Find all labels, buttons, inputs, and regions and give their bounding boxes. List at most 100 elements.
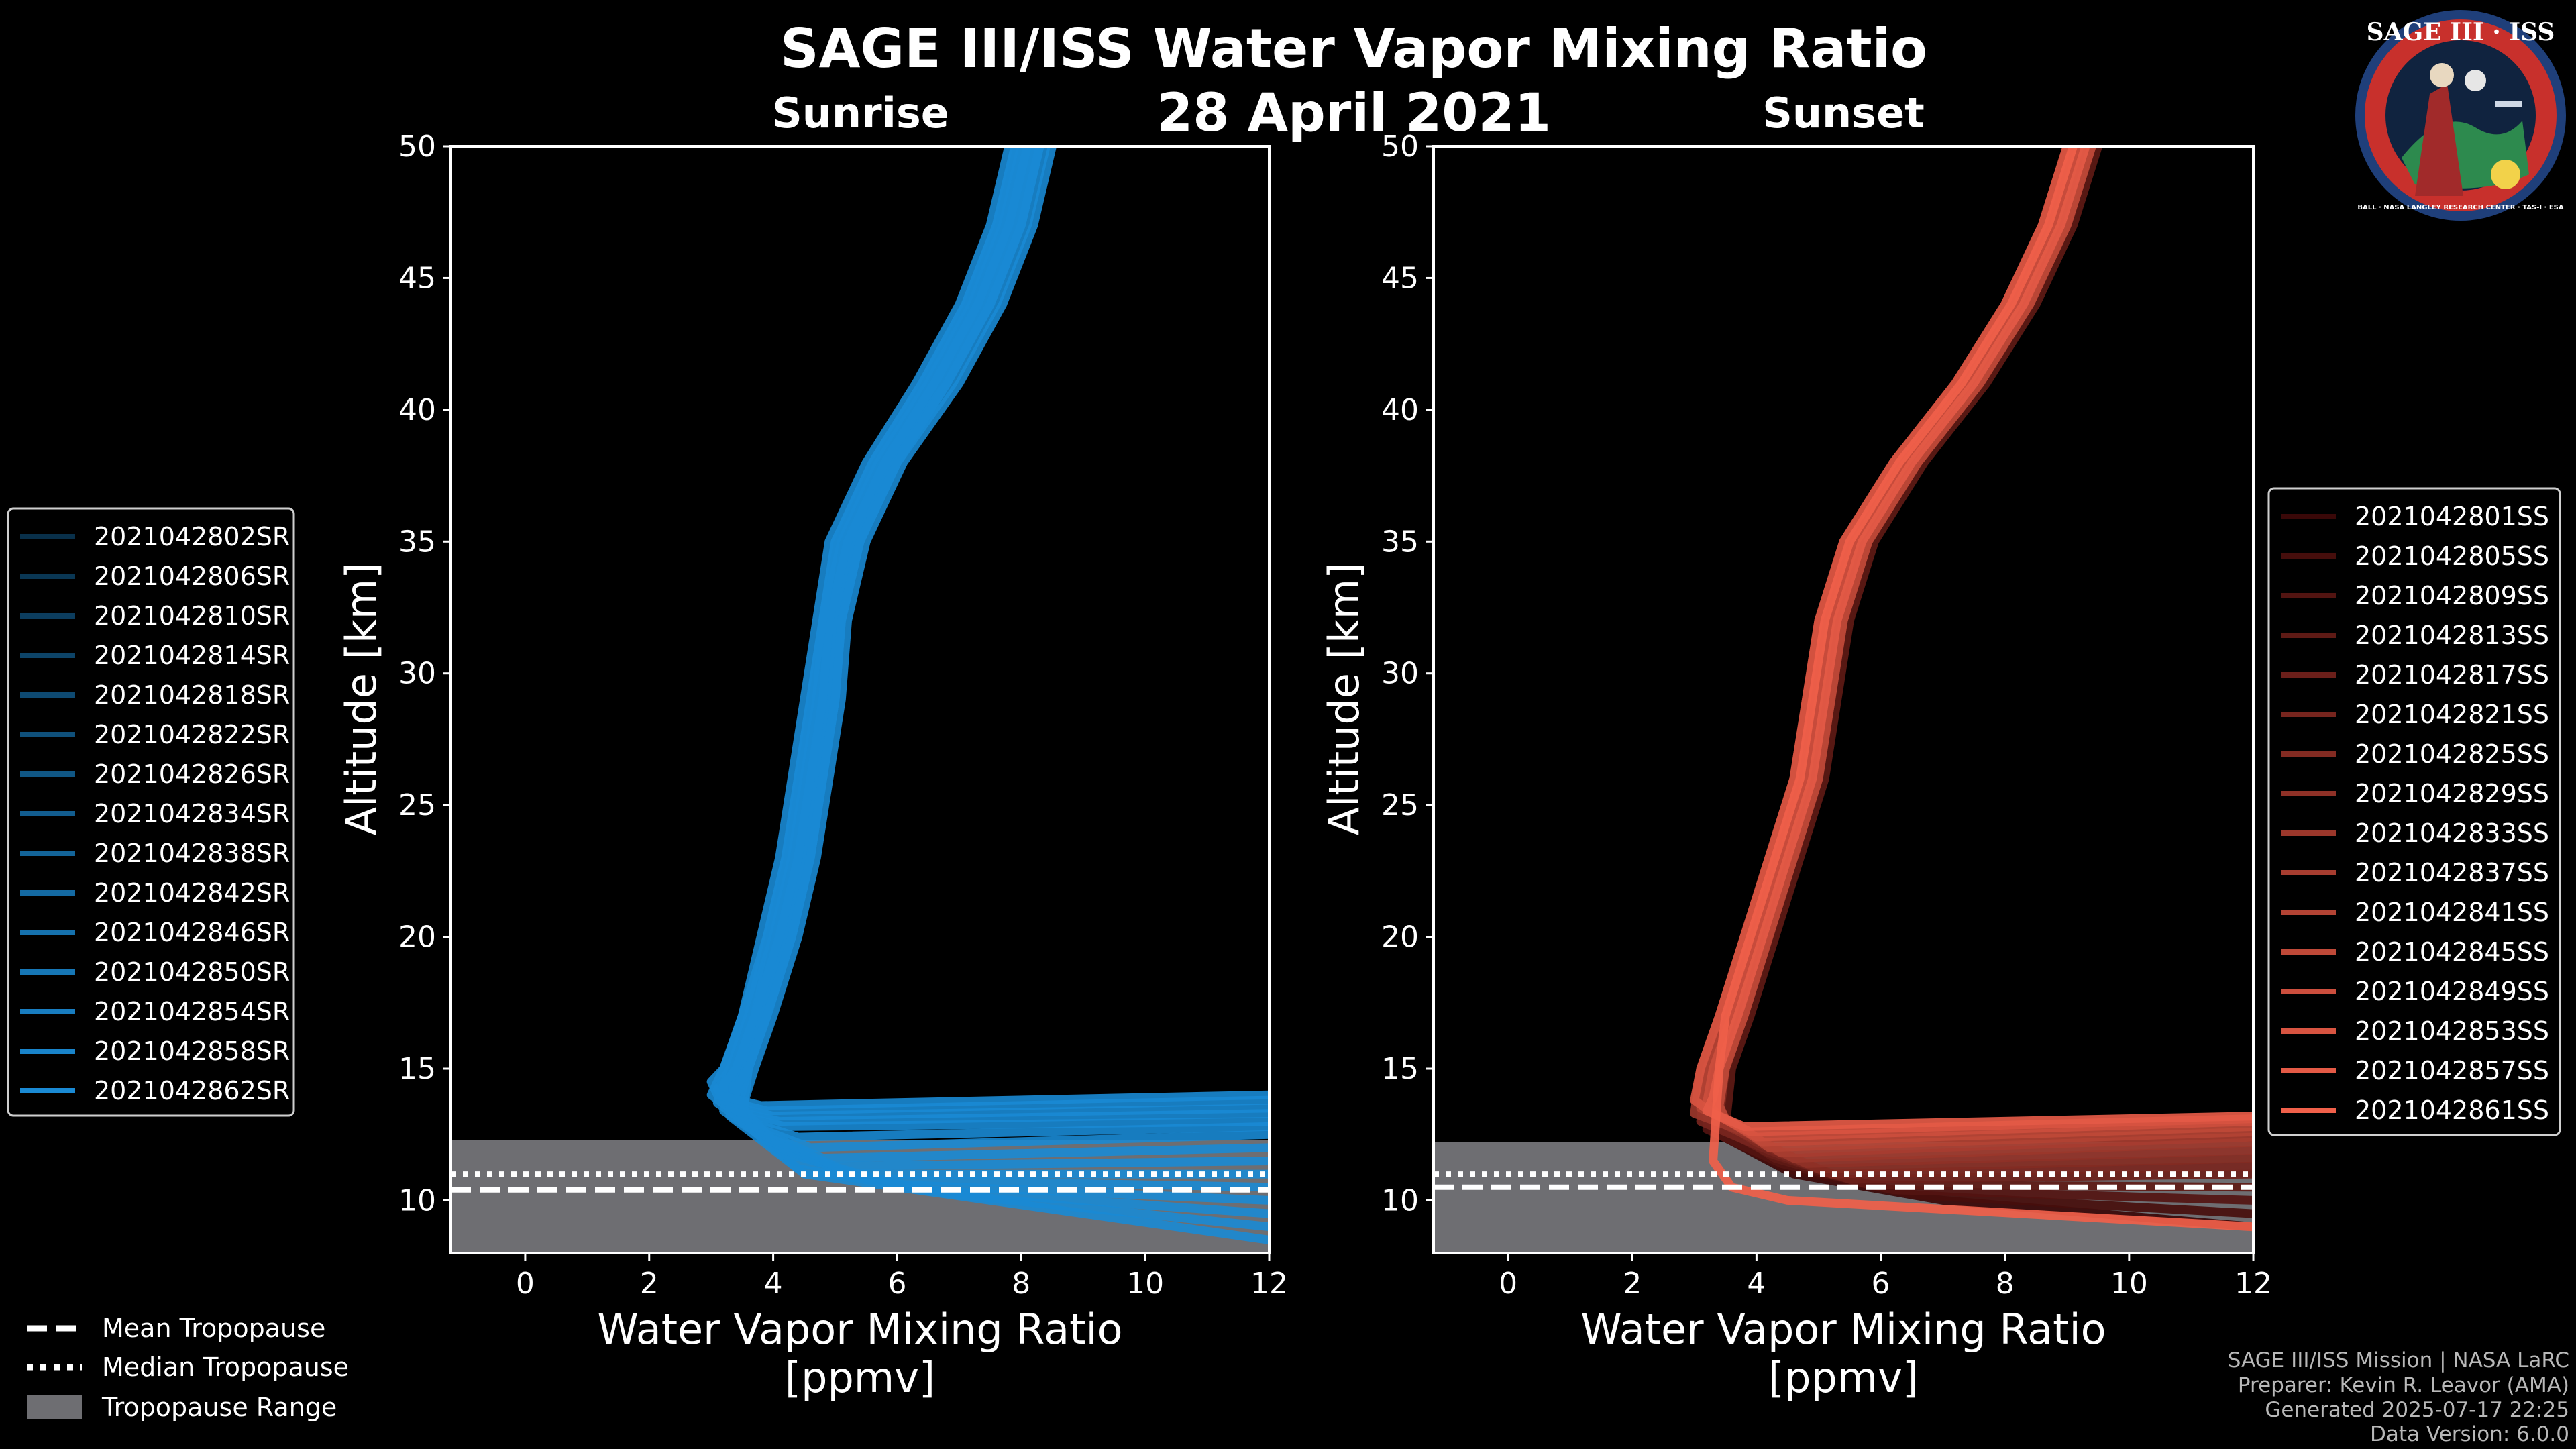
series-line	[1715, 146, 2253, 1147]
sunset-axes: 0 2 4 6 8 10 12 10 15 20 25 30 35 40 45 50	[1381, 129, 2272, 1301]
legend-label: 2021042837SS	[2355, 858, 2549, 888]
sunset-panel: Sunset 0 2 4 6 8 10 12 10 15 20 25 30 35 40 45 50 Altit…	[1320, 89, 2272, 1402]
series-line	[1709, 146, 2253, 1232]
y-tick-label: 15	[398, 1052, 436, 1086]
sunrise-panel: Sunrise 0 2 4 6 8 10 12 10 15 20 25 30 35 40 45 50 Alti…	[337, 89, 1288, 1402]
legend-label: 2021042842SR	[94, 878, 290, 908]
legend-label: 2021042853SS	[2355, 1016, 2549, 1046]
y-tick-label: 10	[398, 1183, 436, 1218]
legend-label: 2021042841SS	[2355, 898, 2549, 927]
x-tick-label: 8	[1996, 1267, 2015, 1301]
logo-text: SAGE III · ISS	[2367, 18, 2555, 46]
legend-label: 2021042850SR	[94, 957, 290, 987]
legend-label: 2021042849SS	[2355, 977, 2549, 1006]
legend-label: 2021042805SS	[2355, 541, 2549, 571]
legend-label: 2021042862SR	[94, 1076, 290, 1106]
x-tick-label: 2	[1623, 1267, 1642, 1301]
y-tick-label: 30	[398, 657, 436, 691]
y-tick-label: 30	[1381, 657, 1419, 691]
y-tick-label: 20	[1381, 920, 1419, 955]
y-tick-label: 25	[398, 788, 436, 822]
x-tick-label: 2	[640, 1267, 659, 1301]
legend-label: 2021042817SS	[2355, 660, 2549, 690]
y-tick-label: 50	[1381, 129, 1419, 164]
mean-tropopause-label: Mean Tropopause	[102, 1313, 325, 1343]
tropopause-range-label: Tropopause Range	[101, 1393, 337, 1422]
median-tropopause-label: Median Tropopause	[102, 1352, 349, 1382]
legend-label: 2021042834SR	[94, 799, 290, 828]
chart-date: 28 April 2021	[1157, 83, 1551, 144]
legend-label: 2021042814SR	[94, 641, 290, 670]
series-line	[719, 146, 1269, 1116]
sunrise-legend: 2021042802SR 2021042806SR 2021042810SR 2021…	[7, 507, 295, 1117]
legend-label: 2021042826SR	[94, 759, 290, 789]
y-tick-label: 40	[398, 393, 436, 427]
tropopause-range-swatch	[27, 1395, 82, 1419]
plot-frame	[1432, 145, 2255, 1254]
y-tick-label: 20	[398, 920, 436, 955]
credit-line: Preparer: Kevin R. Leavor (AMA)	[2238, 1373, 2569, 1397]
legend-frame	[2267, 487, 2561, 1136]
legend-label: 2021042845SS	[2355, 937, 2549, 967]
series-line	[1690, 146, 2253, 1136]
series-line	[1702, 146, 2253, 1131]
y-tick-label: 40	[1381, 393, 1419, 427]
sunrise-title: Sunrise	[772, 89, 949, 138]
y-tick-label: 35	[1381, 525, 1419, 559]
logo-ring-text: BALL · NASA LANGLEY RESEARCH CENTER · TA…	[2357, 204, 2564, 211]
credit-line: Generated 2025-07-17 22:25	[2265, 1398, 2569, 1422]
y-tick-label: 15	[1381, 1052, 1419, 1086]
sage-iii-iss-logo: SAGE III · ISS BALL · NASA LANGLEY RESEA…	[2355, 10, 2566, 221]
legend-label: 2021042802SR	[94, 522, 290, 551]
credit-line: Data Version: 6.0.0	[2370, 1422, 2569, 1446]
x-tick-label: 8	[1012, 1267, 1030, 1301]
sunset-title: Sunset	[1762, 89, 1925, 138]
x-tick-label: 10	[1126, 1267, 1164, 1301]
plot-frame	[449, 145, 1271, 1254]
sunset-plot-area	[1434, 146, 2253, 1253]
series-line	[706, 146, 1269, 1110]
x-tick-label: 0	[516, 1267, 535, 1301]
legend-label: 2021042829SS	[2355, 779, 2549, 808]
x-tick-label: 12	[2235, 1267, 2272, 1301]
x-tick-label: 6	[888, 1267, 906, 1301]
legend-frame	[7, 507, 295, 1117]
legend-label: 2021042825SS	[2355, 739, 2549, 769]
legend-label: 2021042833SS	[2355, 818, 2549, 848]
series-line	[725, 146, 1269, 1121]
legend-label: 2021042821SS	[2355, 700, 2549, 729]
legend-label: 2021042854SR	[94, 997, 290, 1026]
credit-line: SAGE III/ISS Mission | NASA LaRC	[2228, 1348, 2569, 1373]
sunrise-xlabel: Water Vapor Mixing Ratio [ppmv]	[597, 1305, 1122, 1402]
x-tick-label: 12	[1250, 1267, 1288, 1301]
x-tick-label: 4	[1747, 1267, 1766, 1301]
sunrise-ylabel: Altitude [km]	[337, 563, 386, 836]
tropopause-legend: Mean Tropopause Median Tropopause Tropop…	[27, 1313, 349, 1422]
x-tick-label: 10	[2110, 1267, 2148, 1301]
legend-label: 2021042857SS	[2355, 1056, 2549, 1085]
legend-label: 2021042818SR	[94, 680, 290, 710]
legend-label: 2021042838SR	[94, 839, 290, 868]
y-tick-label: 45	[1381, 261, 1419, 295]
credits: SAGE III/ISS Mission | NASA LaRC Prepare…	[2228, 1348, 2569, 1446]
y-tick-label: 10	[1381, 1183, 1419, 1218]
y-tick-label: 35	[398, 525, 436, 559]
legend-label: 2021042822SR	[94, 720, 290, 749]
legend-label: 2021042801SS	[2355, 502, 2549, 531]
sunrise-plot-area	[451, 146, 1269, 1253]
y-tick-label: 45	[398, 261, 436, 295]
chart-title: SAGE III/ISS Water Vapor Mixing Ratio	[780, 17, 1927, 80]
legend-label: 2021042813SS	[2355, 621, 2549, 650]
legend-label: 2021042846SR	[94, 918, 290, 947]
sunset-ylabel: Altitude [km]	[1320, 563, 1368, 836]
x-tick-label: 6	[1872, 1267, 1890, 1301]
legend-label: 2021042806SR	[94, 561, 290, 591]
legend-label: 2021042810SR	[94, 601, 290, 631]
legend-label: 2021042861SS	[2355, 1095, 2549, 1125]
y-tick-label: 25	[1381, 788, 1419, 822]
sunset-xlabel: Water Vapor Mixing Ratio [ppmv]	[1580, 1305, 2106, 1402]
legend-label: 2021042809SS	[2355, 581, 2549, 610]
y-tick-label: 50	[398, 129, 436, 164]
x-tick-label: 0	[1499, 1267, 1517, 1301]
